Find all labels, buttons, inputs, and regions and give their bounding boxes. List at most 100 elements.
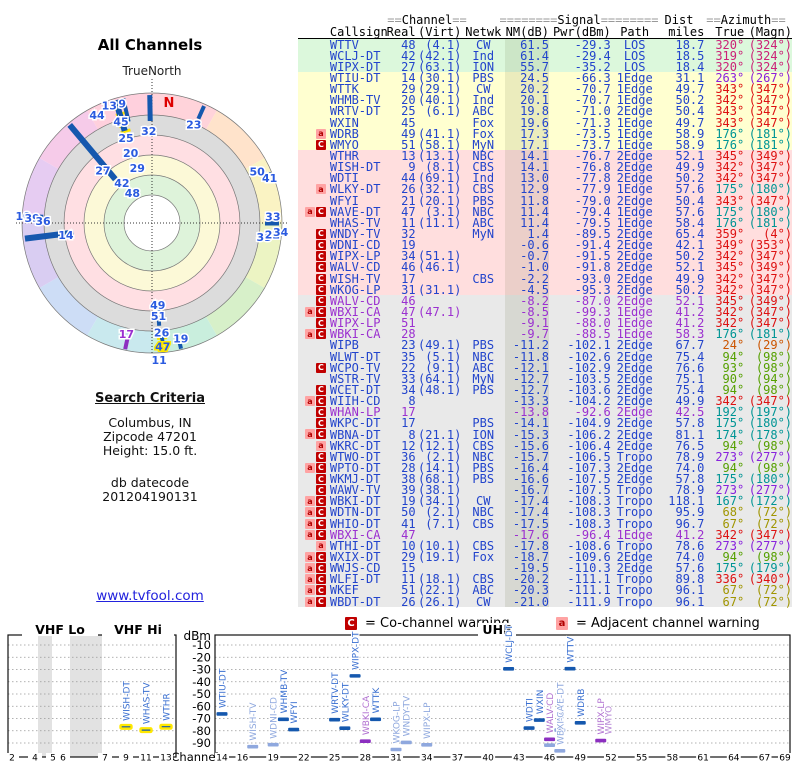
cell-badge: C (298, 240, 326, 251)
table-row: a C WBKI-CA 28 -9.7 -88.5 1Edge 58.3 176° (181°) (298, 327, 792, 342)
cell-pwr-dbm: -107.5 (567, 483, 611, 498)
cell-network: Fox (472, 115, 495, 130)
adjacent-warning-badge: a (304, 585, 315, 596)
radar-channel-label: 17 (119, 328, 134, 341)
cell-nm-db: -4.5 (505, 283, 550, 297)
cell-azimuth-true: 263° (715, 71, 745, 85)
cell-network: ION (472, 427, 495, 442)
cell-badge: C (298, 473, 326, 485)
tick-bg (235, 753, 250, 762)
cell-distance: 57.8 (675, 416, 705, 431)
cell-azimuth-true: 176° (715, 327, 745, 342)
db-datecode-value: 201204190131 (102, 489, 198, 504)
cell-distance: 78.9 (675, 483, 705, 498)
uhf-label: UHF (482, 622, 511, 637)
cell-badge (298, 351, 326, 362)
table-row: WHMB-TV 20 (40.1) Ind 20.1 -70.7 1Edge 50.2 342°… (298, 93, 792, 107)
cell-path: 2Edge (616, 226, 653, 241)
table-row: C WHAN-LP 17 -13.8 -92.6 2Edge 42.5 192° (197°) (298, 405, 792, 420)
cell-badge: C (298, 485, 326, 496)
cell-distance: 18.7 (675, 37, 705, 52)
cell-azimuth-true: 320° (715, 59, 745, 74)
cell-pwr-dbm: -111.1 (567, 583, 611, 598)
table-row: a C WKEF 51 (22.1) ABC -20.3 -111.1 Tropo 96.1 67°… (298, 583, 792, 598)
cell-distance: 41.2 (675, 316, 705, 331)
signal-bar-callsign: WDTI (526, 698, 536, 722)
cell-nm-db: -11.8 (505, 350, 550, 364)
cell-callsign: WNDY-TV (329, 226, 381, 241)
cell-azimuth-true: 343° (715, 193, 745, 208)
signal-bar (349, 674, 361, 678)
cell-azimuth-true: 175° (715, 182, 745, 197)
cell-ch-real: Real (386, 24, 416, 39)
cell-ch-real: 14 (401, 71, 416, 85)
cell-azimuth-magn: (347°) (748, 316, 793, 331)
cell-path: 2Edge (616, 427, 653, 442)
cell-badge (298, 173, 326, 184)
channel-tick-label: 9 (123, 754, 129, 764)
cell-nm-db: 17.3 (505, 127, 550, 141)
tvfool-link[interactable]: www.tvfool.com (96, 588, 204, 604)
table-row: a C WBNA-DT 8 (21.1) ION -15.3 -106.2 2Edge 81.1 1… (298, 427, 792, 442)
cell-callsign: WBXI-CA (329, 527, 381, 542)
cell-path: 1Edge (616, 182, 653, 197)
cell-callsign: WBKI-DT (329, 494, 381, 509)
cell-path: 2Edge (616, 249, 653, 264)
cell-callsign: WXIX-DT (329, 550, 381, 565)
cell-ch-virt: (18.1) (418, 572, 462, 587)
cell-azimuth-true: 349° (715, 238, 745, 253)
cell-pwr-dbm: -95.3 (574, 282, 611, 297)
cell-ch-virt: (19.1) (418, 550, 462, 565)
cell-callsign: WLWT-DT (329, 349, 381, 364)
signal-bar-callsign: WBKI-CA (362, 695, 372, 735)
cell-callsign: WMYO (329, 137, 359, 152)
cell-path: 2Edge (616, 382, 653, 397)
cell-distance: 57.6 (675, 561, 705, 576)
cell-nm-db: -17.6 (505, 528, 550, 542)
search-zipcode: Zipcode 47201 (103, 429, 197, 444)
cell-path: 2Edge (616, 394, 653, 409)
cell-ch-real: 9 (408, 160, 416, 175)
radar-channel-label: 13 (102, 100, 117, 113)
cell-distance: 67.7 (675, 338, 705, 353)
cell-pwr-dbm: -111.9 (567, 594, 611, 609)
radar-channel-label: 49 (150, 299, 165, 312)
signal-bar-callsign: WALV-CD (546, 693, 556, 734)
table-row: a WTHI-DT 10 (10.1) CBS -17.8 -108.6 Tropo 78.6 2… (298, 538, 792, 553)
cell-ch-virt: (51.1) (418, 249, 462, 264)
cell-pwr-dbm: -88.5 (574, 327, 611, 342)
cell-distance: 76.6 (675, 360, 705, 375)
cell-nm-db: -1.0 (505, 260, 550, 274)
cell-ch-real: 44 (401, 171, 416, 186)
channel-tick-label: 25 (329, 754, 340, 764)
cell-badge (298, 106, 326, 117)
cell-distance: 81.1 (675, 427, 705, 442)
channel-tick-label: 43 (513, 754, 524, 764)
cell-ch-real: 49 (401, 126, 416, 141)
co-channel-warning-badge: C (315, 462, 326, 473)
cell-azimuth-magn: (347°) (748, 249, 793, 264)
cell-ch-real: 21 (401, 193, 416, 208)
cell-ch-real: 10 (401, 538, 416, 553)
cell-azimuth-magn: (277°) (748, 483, 793, 498)
channel-tick-label: 4 (32, 754, 38, 764)
adjacent-warning-badge: a (304, 518, 315, 529)
cell-distance: 58.9 (675, 137, 705, 152)
cell-azimuth-true: 192° (715, 405, 745, 420)
cell-ch-real: 48 (401, 37, 416, 52)
cell-distance: 49.9 (675, 394, 705, 409)
radar-bar (112, 99, 128, 132)
cell-path: 1Edge (616, 115, 653, 130)
cell-nm-db: 61.5 (505, 38, 550, 52)
cell-callsign: WKRC-DT (329, 438, 381, 453)
cell-pwr-dbm: -87.0 (574, 293, 611, 308)
channel-tick-label: 13 (160, 754, 171, 764)
cell-azimuth-true: 345° (715, 260, 745, 275)
tick-bg (389, 753, 404, 762)
cell-ch-real: 42 (401, 48, 416, 63)
cell-azimuth-magn: (181°) (748, 137, 793, 152)
cell-callsign: Callsign (329, 24, 388, 39)
legend-co-channel: C = Co-channel warning (345, 616, 510, 631)
